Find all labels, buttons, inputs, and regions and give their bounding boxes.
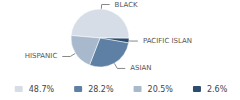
svg-text:HISPANIC: HISPANIC: [25, 52, 58, 60]
svg-text:BLACK: BLACK: [115, 1, 138, 9]
svg-text:20.5%: 20.5%: [148, 85, 174, 94]
svg-text:2.6%: 2.6%: [207, 85, 228, 94]
svg-text:48.7%: 48.7%: [29, 85, 55, 94]
svg-text:PACIFIC ISLAN: PACIFIC ISLAN: [143, 37, 192, 45]
svg-text:28.2%: 28.2%: [88, 85, 114, 94]
svg-text:ASIAN: ASIAN: [130, 64, 151, 72]
